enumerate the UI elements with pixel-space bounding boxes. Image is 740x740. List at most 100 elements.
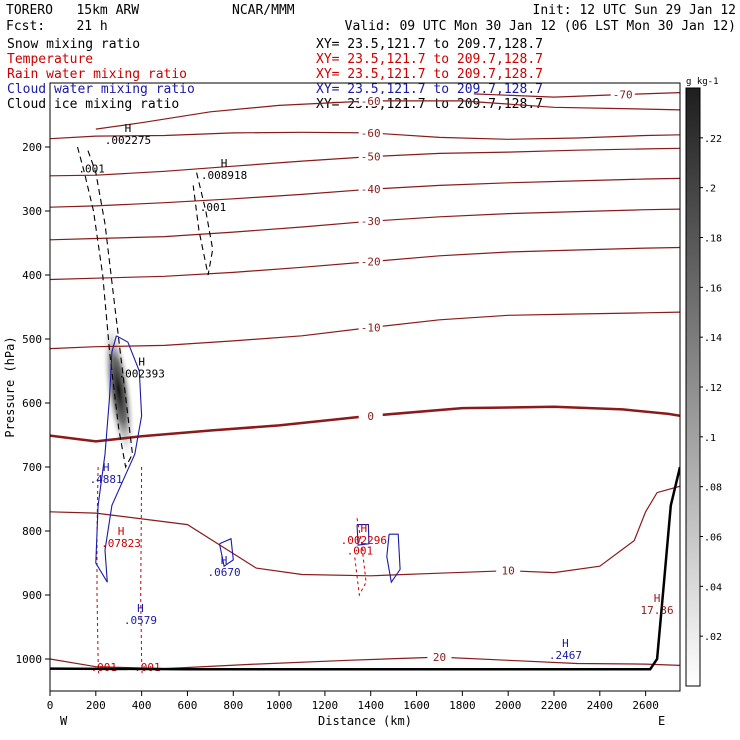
x-tick-label: 2000	[495, 699, 522, 712]
contour-lines: -70-60-60-50-40-30-20-1001020.001.001.00…	[50, 87, 680, 674]
temperature-contour	[50, 656, 680, 670]
x-tick-label: 600	[178, 699, 198, 712]
colorbar-tick-label: .2	[704, 184, 716, 195]
rain-contour-label: .001	[134, 661, 161, 674]
forecast-hour: Fcst: 21 h	[6, 19, 108, 34]
x-tick-label: 2200	[541, 699, 568, 712]
legend-xy: XY= 23.5,121.7 to 209.7,128.7	[316, 52, 543, 67]
temperature-label: -40	[361, 183, 381, 196]
maximum-marker: H	[138, 355, 145, 368]
east-label: E	[658, 714, 665, 728]
cloud-water-contour	[356, 524, 370, 546]
maximum-marker: H	[562, 637, 569, 650]
temperature-label-bg	[358, 125, 383, 138]
x-axis-label: Distance (km)	[318, 714, 412, 728]
temperature-label: -60	[361, 127, 381, 140]
maximum-value: .002296	[341, 534, 387, 547]
x-tick-label: 2400	[587, 699, 614, 712]
x-tick-label: 1800	[449, 699, 476, 712]
init-time: Init: 12 UTC Sun 29 Jan 12	[532, 3, 737, 18]
axes: 0 200 400 600 800 1000 1200 1400 1600 1800 2000 220…	[3, 141, 665, 728]
maximum-marker: H	[361, 522, 368, 535]
maximum-marker: H	[118, 525, 125, 538]
colorbar-tick-label: .02	[704, 632, 722, 643]
cloud-water-contour	[95, 335, 143, 583]
x-tick-label: 1000	[266, 699, 293, 712]
temperature-label: 0	[367, 410, 374, 423]
legend-xy: XY= 23.5,121.7 to 209.7,128.7	[316, 67, 543, 82]
surface-line	[50, 466, 680, 671]
maximum-value: .2467	[549, 649, 582, 662]
cloud-water-contour	[218, 537, 234, 568]
x-tick-label: 2600	[632, 699, 659, 712]
x-tick-label: 0	[47, 699, 54, 712]
cloud-water-contour	[386, 533, 401, 584]
rain-contour	[354, 518, 367, 597]
maximum-marker: H	[137, 602, 144, 615]
legend-label: Cloud ice mixing ratio	[7, 97, 179, 112]
maximum-value: .0670	[208, 566, 241, 579]
legend-label: Temperature	[7, 52, 93, 67]
maximum-marker: H	[221, 554, 228, 567]
legend-xy: XY= 23.5,121.7 to 209.7,128.7	[316, 37, 543, 52]
temperature-contour	[50, 485, 680, 577]
temperature-label: 20	[433, 651, 446, 664]
temperature-label-bg	[358, 408, 383, 421]
y-tick-label: 500	[22, 333, 42, 346]
colorbar-tick-label: .06	[704, 533, 722, 544]
rain-contour-label: .001	[347, 545, 374, 558]
colorbar-ramp	[685, 87, 701, 687]
snow-contour-label: .001	[200, 201, 227, 214]
y-tick-label: 300	[22, 205, 42, 218]
colorbar-tick-label: .14	[704, 333, 722, 344]
colorbar-unit: g kg-1	[686, 77, 719, 87]
temperature-label: -70	[613, 89, 633, 102]
snow-contour-label: .001	[78, 163, 105, 176]
legend-label: Snow mixing ratio	[7, 37, 140, 52]
temperature-label: -60	[361, 95, 381, 108]
temperature-contour	[473, 92, 680, 98]
x-tick-label: 400	[132, 699, 152, 712]
maximum-marker: H	[654, 592, 661, 605]
maximum-value: .008918	[201, 169, 247, 182]
x-tick-label: 800	[223, 699, 243, 712]
x-tick-label: 200	[86, 699, 106, 712]
temperature-label-bg	[358, 182, 383, 195]
y-tick-label: 900	[22, 589, 42, 602]
colorbar-tick-label: .04	[704, 582, 722, 593]
colorbar: .02 .04 .06 .08 .1 .12 .14 .16 .18 .2 .22 g kg-1	[685, 77, 722, 687]
temperature-label-bg	[358, 93, 383, 106]
snow-contour	[76, 146, 134, 469]
maximum-marker: H	[103, 461, 110, 474]
org-label: NCAR/MMM	[232, 3, 295, 18]
colorbar-tick-label: .08	[704, 483, 722, 494]
y-tick-label: 700	[22, 461, 42, 474]
maximum-marker: H	[125, 122, 132, 135]
temperature-label: -50	[361, 151, 381, 164]
maximum-value: .002393	[118, 367, 164, 380]
y-tick-label: 800	[22, 525, 42, 538]
maximum-value: .0579	[124, 614, 157, 627]
maximum-value: 17.36	[641, 604, 674, 617]
legend-xy: XY= 23.5,121.7 to 209.7,128.7	[316, 82, 543, 97]
plot-area: -70-60-60-50-40-30-20-1001020.001.001.00…	[50, 87, 680, 674]
x-tick-label: 1400	[357, 699, 384, 712]
colorbar-tick-label: .12	[704, 383, 722, 394]
x-tick-label: 1200	[312, 699, 339, 712]
rain-contour	[140, 466, 143, 674]
temperature-label-bg	[358, 149, 383, 162]
temperature-label: -20	[361, 256, 381, 269]
temperature-label-bg	[427, 650, 452, 663]
y-tick-label: 400	[22, 269, 42, 282]
model-title: TORERO 15km ARW	[6, 3, 140, 18]
temperature-label: -10	[361, 321, 381, 334]
legend-label: Rain water mixing ratio	[7, 67, 187, 82]
maximum-value: .4881	[90, 473, 123, 486]
rain-contour	[96, 466, 100, 674]
y-tick-label: 600	[22, 397, 42, 410]
plot-frame	[49, 82, 681, 692]
temperature-label-bg	[496, 563, 521, 576]
y-tick-label: 1000	[16, 653, 43, 666]
maximum-value: .002275	[105, 134, 151, 147]
